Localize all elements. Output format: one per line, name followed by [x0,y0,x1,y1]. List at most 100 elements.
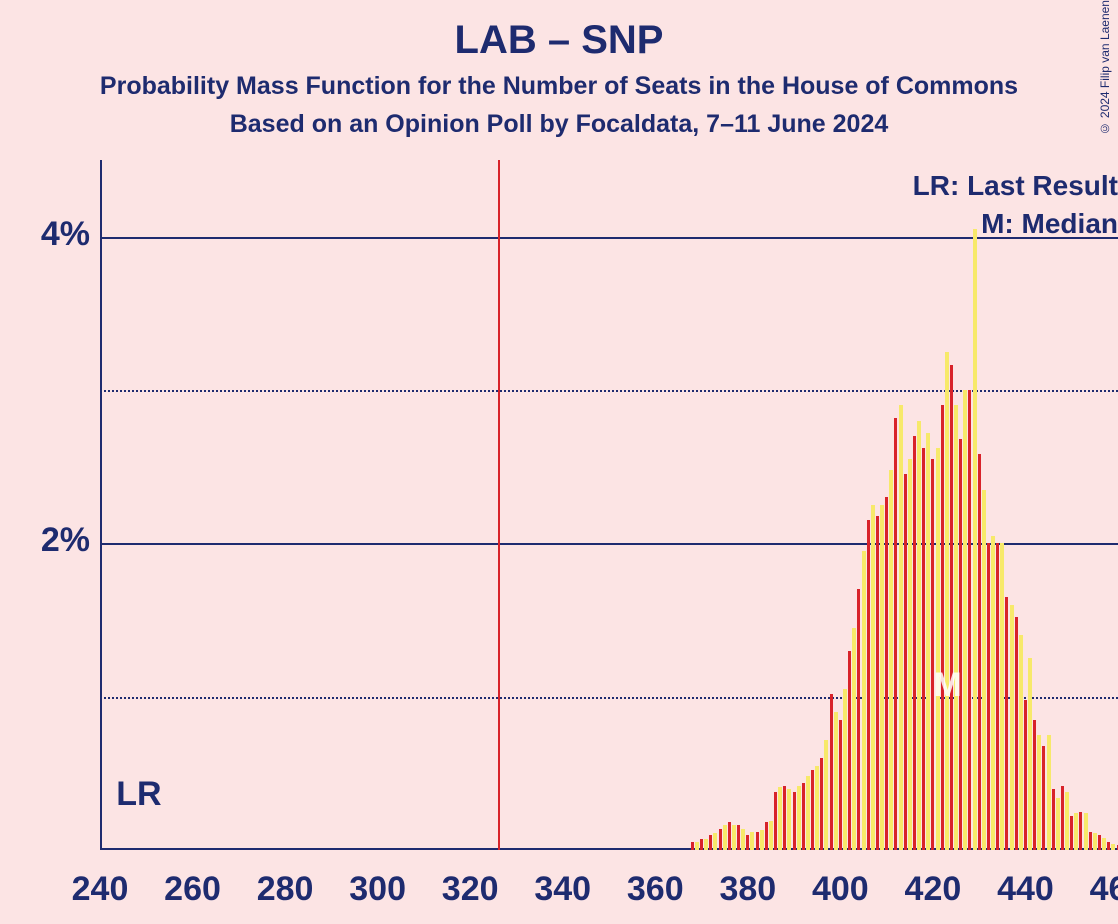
bar-yellow [991,536,995,850]
bar-yellow [704,839,708,850]
bar-red [867,520,870,850]
bar-red [1061,786,1064,850]
bar-red [709,835,712,850]
bar-red [802,783,805,850]
bar-red [857,589,860,850]
bar-yellow [1065,792,1069,850]
bar-red [765,822,768,850]
bar-red [996,543,999,850]
bar-yellow [1010,605,1014,850]
bar-red [1015,617,1018,850]
bar-yellow [806,776,810,850]
bar-red [959,439,962,850]
bar-red [737,825,740,850]
bar-red [774,792,777,850]
bar-red [1079,812,1082,850]
bar-yellow [1084,813,1088,850]
bar-yellow [1102,838,1106,850]
bar-yellow [778,787,782,850]
legend-lr: LR: Last Result [913,170,1118,202]
x-tick-label: 280 [250,870,320,909]
bar-red [1033,720,1036,850]
bar-red [950,365,953,850]
x-tick-label: 400 [805,870,875,909]
bar-yellow [1056,798,1060,850]
chart-container: LAB – SNP Probability Mass Function for … [0,0,1118,924]
bar-yellow [1028,658,1032,850]
bar-red [913,436,916,850]
x-tick-label: 360 [620,870,690,909]
bar-red [1070,816,1073,850]
bar-red [820,758,823,850]
bar-red [728,822,731,850]
bar-yellow [1047,735,1051,850]
bar-yellow [787,789,791,850]
bar-red [1098,835,1101,850]
bar-red [783,786,786,850]
bar-yellow [750,832,754,850]
bar-yellow [1000,543,1004,850]
bar-yellow [723,825,727,850]
bar-yellow [1074,813,1078,850]
bar-red [756,832,759,850]
bar-yellow [797,786,801,850]
bar-red [1089,832,1092,850]
bar-red [987,543,990,850]
x-tick-label: 420 [898,870,968,909]
bar-yellow [741,829,745,850]
bar-red [1024,700,1027,850]
bar-red [1005,597,1008,850]
bar-yellow [954,405,958,850]
bar-red [885,497,888,850]
bar-yellow [889,470,893,850]
bar-yellow [982,490,986,850]
bar-red [922,448,925,850]
plot-area: LR: Last Result M: Median LR M [100,160,1118,850]
bar-yellow [880,505,884,850]
bar-yellow [917,421,921,850]
median-marker-label: M [933,666,961,705]
bar-yellow [973,229,977,850]
bar-red [830,694,833,850]
bar-yellow [936,448,940,850]
bar-yellow [926,433,930,850]
bar-yellow [769,821,773,850]
bar-yellow [834,712,838,850]
bars-group [100,160,1118,850]
bar-red [904,474,907,850]
x-tick-label: 240 [65,870,135,909]
bar-yellow [732,825,736,850]
bar-yellow [963,390,967,850]
bar-red [941,405,944,850]
copyright-label: © 2024 Filip van Laenen [1098,0,1112,135]
x-tick-label: 380 [713,870,783,909]
bar-yellow [852,628,856,850]
bar-yellow [760,830,764,850]
bar-red [968,390,971,850]
bar-yellow [815,766,819,850]
bar-red [894,418,897,850]
bar-red [1107,842,1110,850]
bar-yellow [899,405,903,850]
bar-yellow [862,551,866,850]
bar-red [848,651,851,850]
bar-red [1052,789,1055,850]
bar-yellow [908,459,912,850]
lr-marker-label: LR [116,775,161,814]
bar-red [746,835,749,850]
bar-red [719,829,722,850]
bar-yellow [713,833,717,850]
legend-m: M: Median [981,208,1118,240]
x-tick-label: 320 [435,870,505,909]
x-tick-label: 440 [990,870,1060,909]
bar-red [793,792,796,850]
bar-yellow [1111,844,1115,850]
bar-red [978,454,981,850]
bar-yellow [1093,833,1097,850]
x-tick-label: 260 [158,870,228,909]
bar-red [811,770,814,850]
bar-yellow [1037,735,1041,850]
chart-subtitle-1: Probability Mass Function for the Number… [0,72,1118,101]
bar-yellow [843,689,847,850]
bar-yellow [1019,635,1023,850]
